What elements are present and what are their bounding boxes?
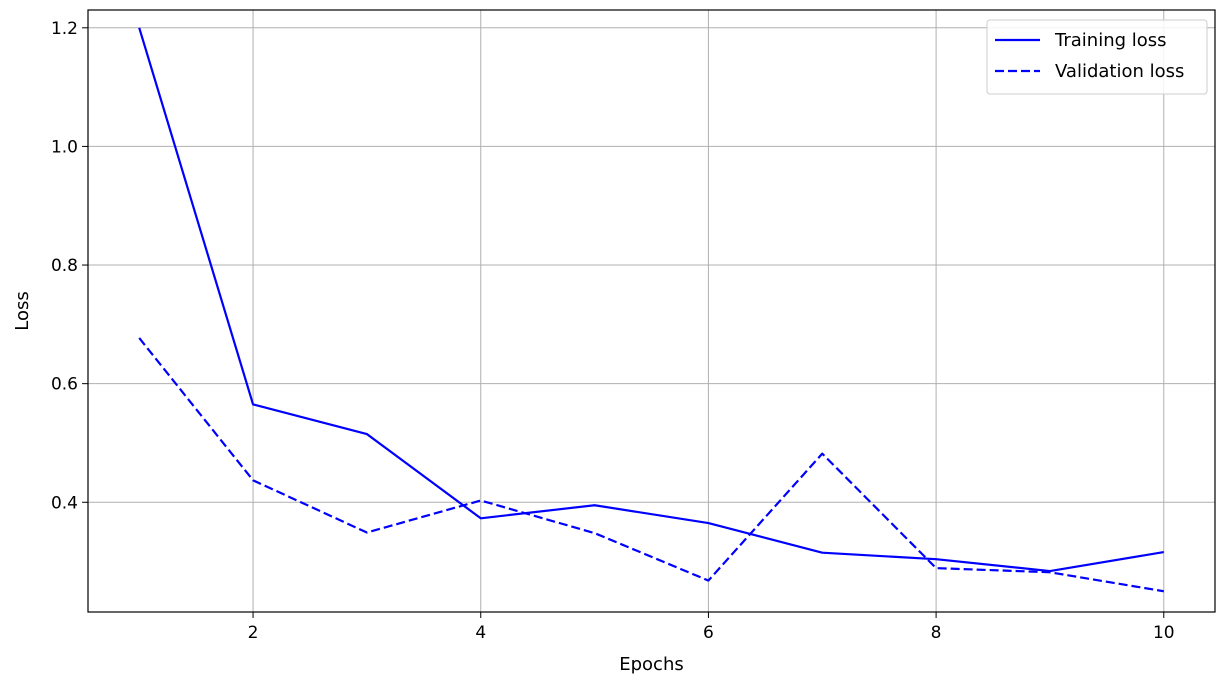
legend-label-validation-loss: Validation loss [1055,61,1184,82]
x-tick-label: 8 [931,623,942,643]
legend-label-training-loss: Training loss [1054,30,1167,51]
x-axis-label: Epochs [619,654,684,675]
training-loss-line [138,27,1164,573]
y-axis-label: Loss [12,291,33,330]
axis-ticks: 2 4 6 8 10 0.4 0.6 0.8 1.0 1.2 [51,19,1175,643]
plot-frame [87,9,1216,613]
y-tick-label: 0.4 [51,493,78,513]
legend-box [986,19,1208,95]
series-lines [138,27,1164,593]
y-tick-label: 1.2 [51,19,78,39]
legend: Training loss Validation loss [986,19,1208,95]
x-tick-label: 6 [703,623,714,643]
grid-lines [88,10,1215,612]
x-tick-label: 10 [1153,623,1175,643]
y-tick-label: 0.6 [51,375,78,395]
x-tick-label: 2 [248,623,259,643]
y-tick-label: 1.0 [51,137,78,157]
y-tick-label: 0.8 [51,256,78,276]
validation-loss-line [138,337,1164,593]
x-tick-label: 4 [475,623,486,643]
